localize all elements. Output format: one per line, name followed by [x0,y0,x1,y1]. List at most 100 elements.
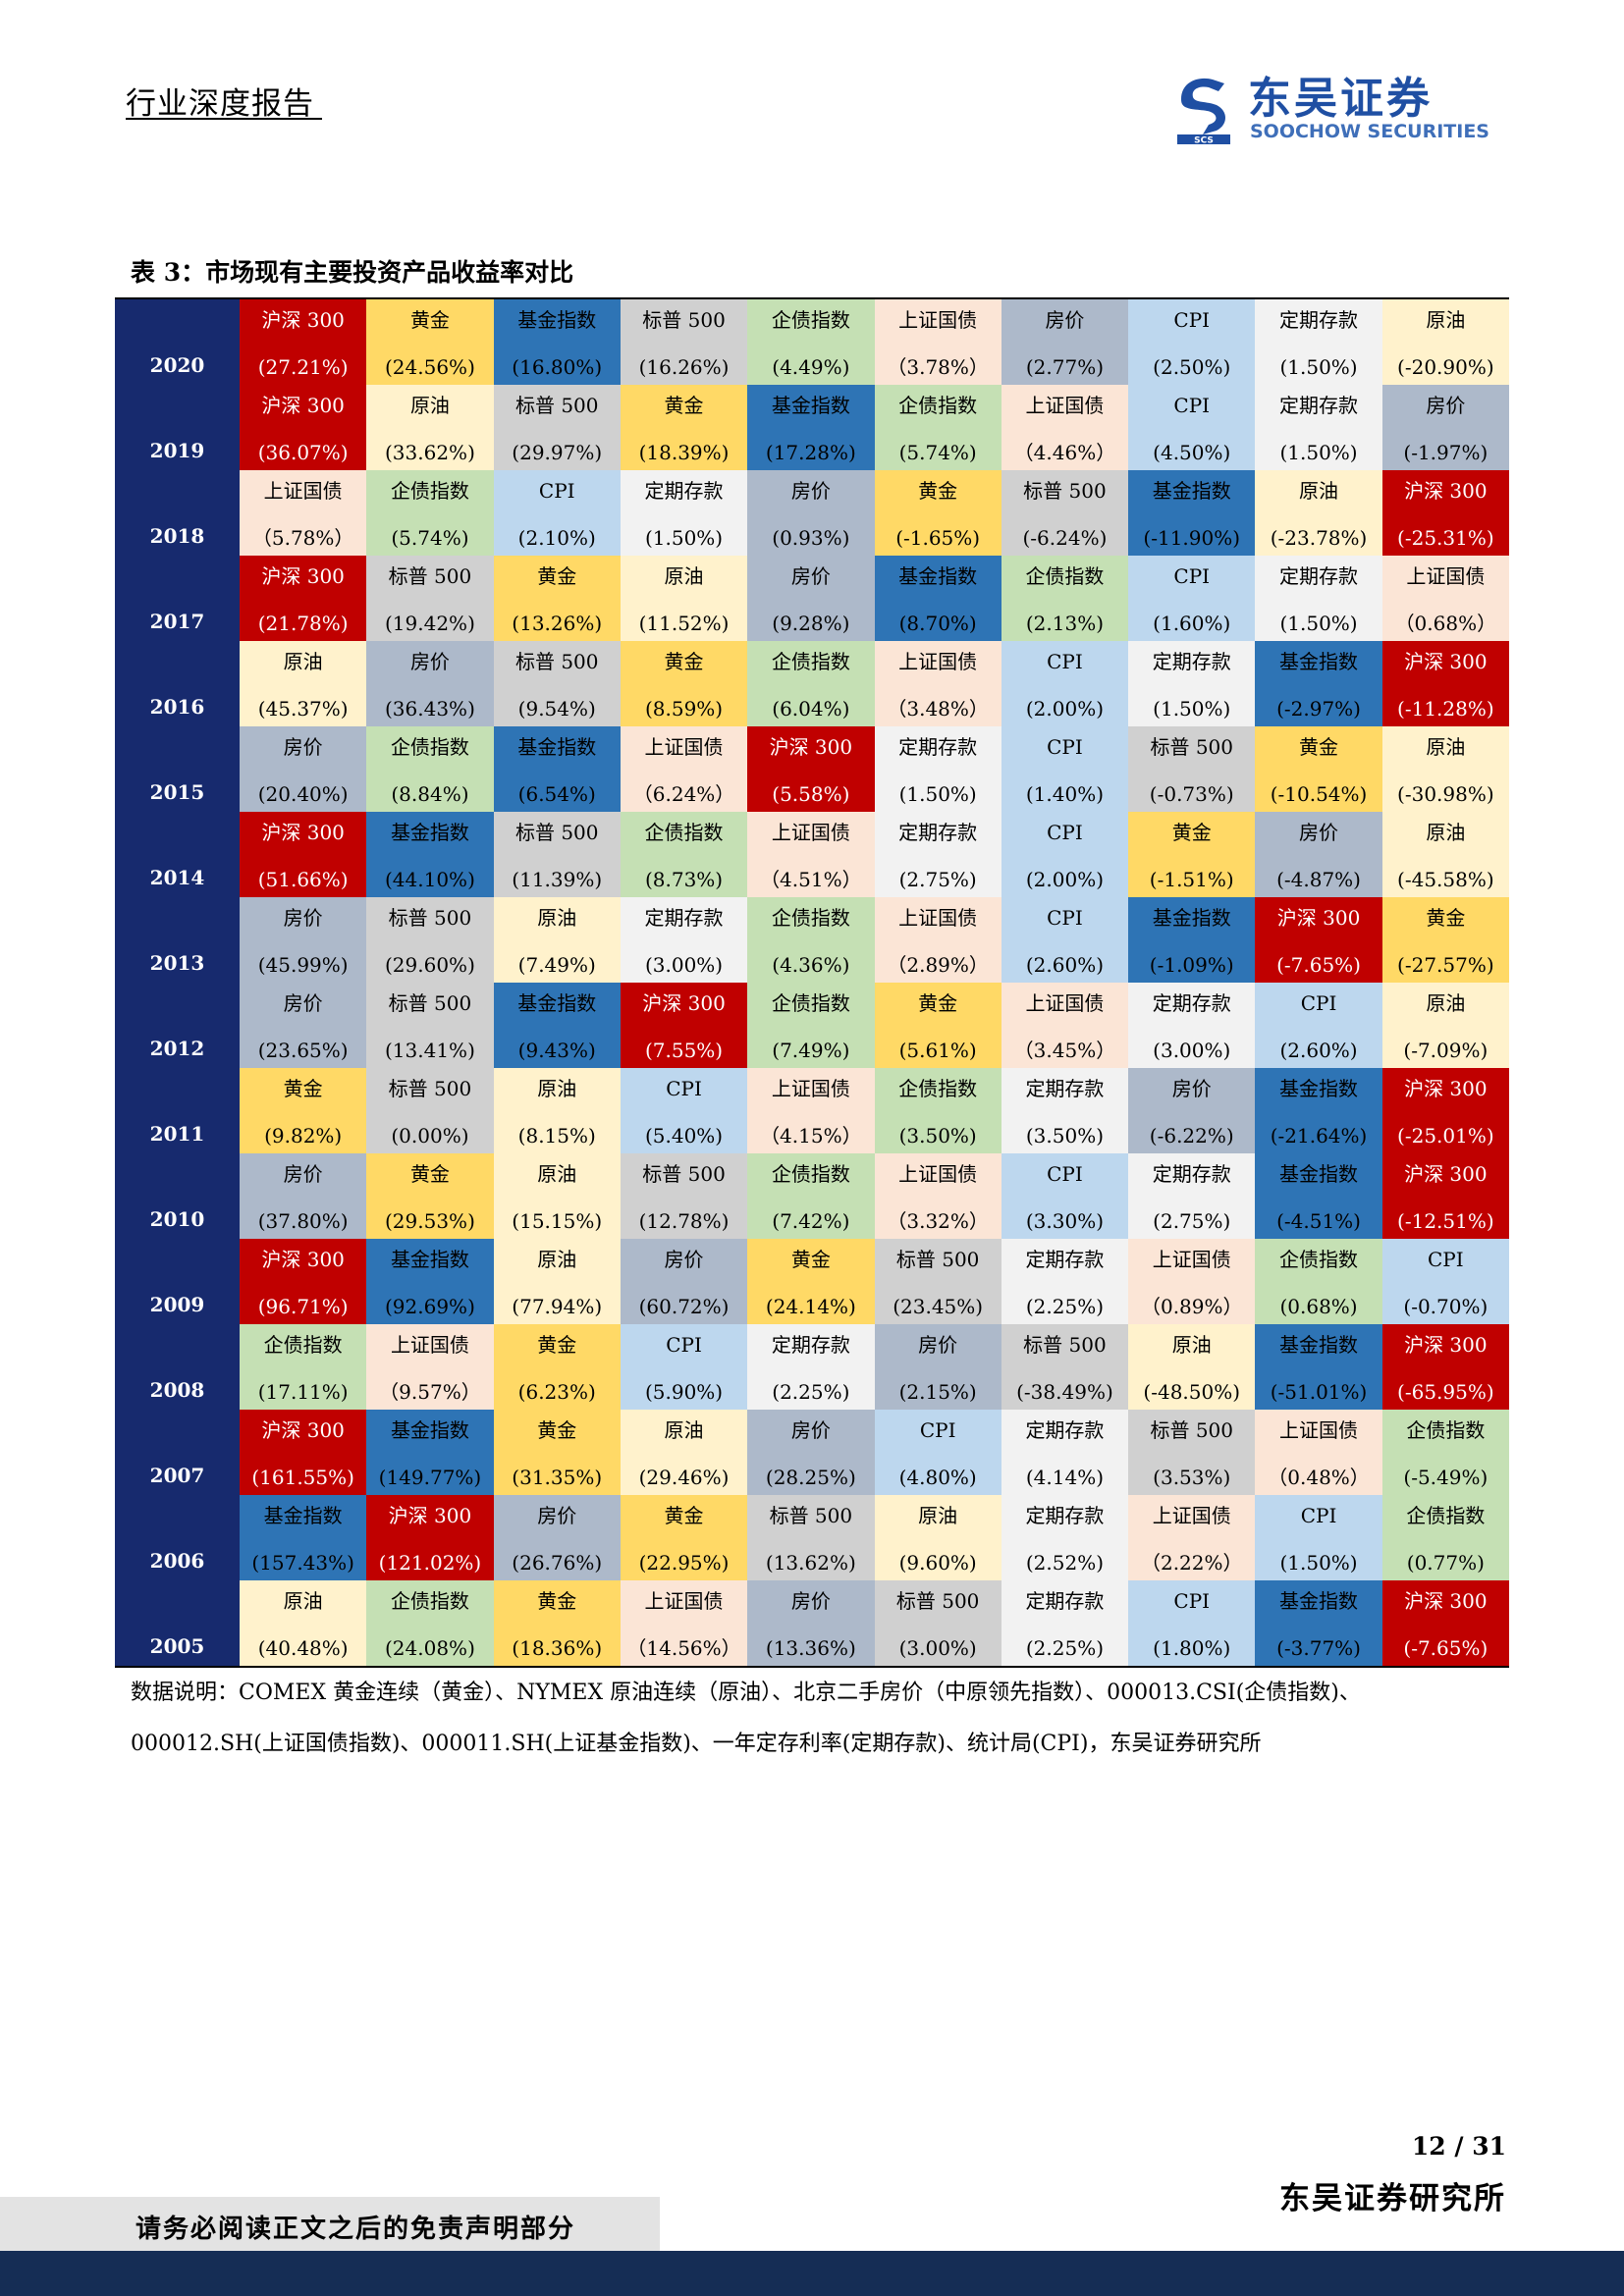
year-label: 2016 [149,695,205,719]
year-cell: 2012 [115,983,240,1068]
asset-name: CPI [666,1333,702,1357]
asset-name: 原油 [1171,1333,1212,1357]
asset-return: (1.50%) [1279,441,1358,464]
asset-return: (29.53%) [385,1209,475,1233]
asset-return: (-1.65%) [895,526,981,550]
asset-return: (27.21%) [257,355,349,379]
asset-name: 原油 [537,1162,577,1186]
asset-name: CPI [1300,991,1337,1015]
asset-return: (5.58%) [772,782,850,806]
table-cell: 企债指数 (4.36%) [747,897,875,983]
asset-name: 上证国债 [898,650,978,673]
asset-return: (-45.58%) [1397,868,1494,891]
asset-return: (-11.28%) [1397,697,1494,721]
asset-return: (8.84%) [391,782,469,806]
asset-return: (23.45%) [893,1295,984,1318]
asset-name: 标普 500 [1023,1333,1107,1357]
asset-name: 标普 500 [388,564,472,588]
page-number: 12 / 31 [1411,2132,1506,2161]
asset-name: 沪深 300 [261,821,345,844]
year-label: 2012 [149,1037,205,1060]
table-cell: 沪深 300 (-7.65%) [1381,1580,1509,1666]
table-cell: 标普 500 (3.00%) [874,1580,1001,1666]
asset-return: (20.40%) [257,782,349,806]
asset-return: （4.46%） [1013,441,1116,464]
year-label: 2010 [149,1207,205,1231]
asset-return: (-1.51%) [1149,868,1234,891]
asset-name: 房价 [790,1418,831,1442]
asset-return: (13.36%) [765,1636,856,1660]
table-cell: 房价 (23.65%) [240,983,367,1068]
asset-return: （2.22%） [1140,1551,1243,1575]
table-cell: 基金指数 (8.70%) [874,556,1001,641]
year-label: 2017 [149,610,205,633]
table-cell: 企债指数 (0.77%) [1381,1495,1509,1580]
table-cell: 上证国债 （6.24%） [620,726,748,812]
asset-return: (3.00%) [1153,1039,1231,1062]
table-cell: CPI (4.50%) [1128,385,1256,470]
asset-return: (37.80%) [257,1209,349,1233]
table-cell: 房价 (60.72%) [620,1239,748,1324]
asset-name: 定期存款 [1279,564,1359,588]
table-cell: 黄金 (5.61%) [874,983,1001,1068]
asset-name: 黄金 [664,650,704,673]
table-cell: 黄金 (6.23%) [493,1324,621,1410]
asset-name: CPI [1047,1162,1083,1186]
data-note-line-1: 数据说明：COMEX 黄金连续（黄金）、NYMEX 原油连续（原油）、北京二手房… [131,1681,1361,1705]
asset-return: (2.60%) [1279,1039,1358,1062]
asset-return: (-3.77%) [1276,1636,1361,1660]
table-cell: 上证国债 （0.48%） [1255,1410,1382,1495]
asset-name: 定期存款 [771,1333,850,1357]
asset-return: (-38.49%) [1016,1380,1113,1404]
asset-name: 原油 [1426,308,1466,332]
asset-return: (45.37%) [257,697,349,721]
asset-return: (1.50%) [1279,612,1358,635]
table-cell: CPI (1.50%) [1255,1495,1382,1580]
asset-name: 原油 [283,1589,323,1613]
asset-name: 企债指数 [644,821,724,844]
asset-return: (1.50%) [1279,355,1358,379]
asset-return: (1.50%) [1153,697,1231,721]
asset-name: 沪深 300 [261,1248,345,1271]
asset-name: 上证国债 [390,1333,469,1357]
asset-name: 企债指数 [771,1162,850,1186]
asset-name: CPI [1047,735,1083,759]
table-cell: 上证国债 （2.22%） [1128,1495,1256,1580]
asset-name: 标普 500 [1150,1418,1233,1442]
table-cell: 沪深 300 (-65.95%) [1381,1324,1509,1410]
asset-return: （0.48%） [1268,1466,1370,1489]
year-cell: 2020 [115,299,240,385]
asset-return: (2.10%) [517,526,596,550]
asset-name: 上证国债 [263,479,343,503]
table-cell: CPI (2.00%) [1001,812,1129,897]
table-cell: 沪深 300 (36.07%) [240,385,367,470]
asset-return: (149.77%) [378,1466,482,1489]
asset-name: 标普 500 [514,821,599,844]
footer-bar [0,2251,1624,2296]
asset-return: (0.68%) [1279,1295,1358,1318]
asset-name: 企债指数 [1406,1504,1486,1527]
asset-name: 原油 [283,650,323,673]
asset-name: 黄金 [918,479,958,503]
asset-name: 标普 500 [388,1077,472,1100]
asset-return: (-65.95%) [1397,1380,1494,1404]
table-cell: 上证国债 （3.45%） [1001,983,1129,1068]
asset-name: 上证国债 [644,1589,724,1613]
asset-name: 企债指数 [390,479,469,503]
header-underline [126,118,322,120]
table-cell: 定期存款 (1.50%) [620,470,748,556]
asset-name: 企债指数 [771,650,850,673]
asset-name: CPI [919,1418,956,1442]
table-cell: 上证国债 （9.57%） [366,1324,494,1410]
table-cell: CPI (1.40%) [1001,726,1129,812]
table-cell: 企债指数 (0.68%) [1255,1239,1382,1324]
asset-name: 上证国债 [1025,394,1105,417]
asset-return: (2.15%) [898,1380,977,1404]
asset-name: 原油 [537,1248,577,1271]
asset-return: (1.50%) [644,526,724,550]
asset-return: （14.56%） [626,1636,741,1660]
asset-return: (13.62%) [765,1551,856,1575]
asset-return: (13.41%) [385,1039,475,1062]
asset-return: (17.28%) [765,441,856,464]
table-cell: 黄金 (18.36%) [493,1580,621,1666]
